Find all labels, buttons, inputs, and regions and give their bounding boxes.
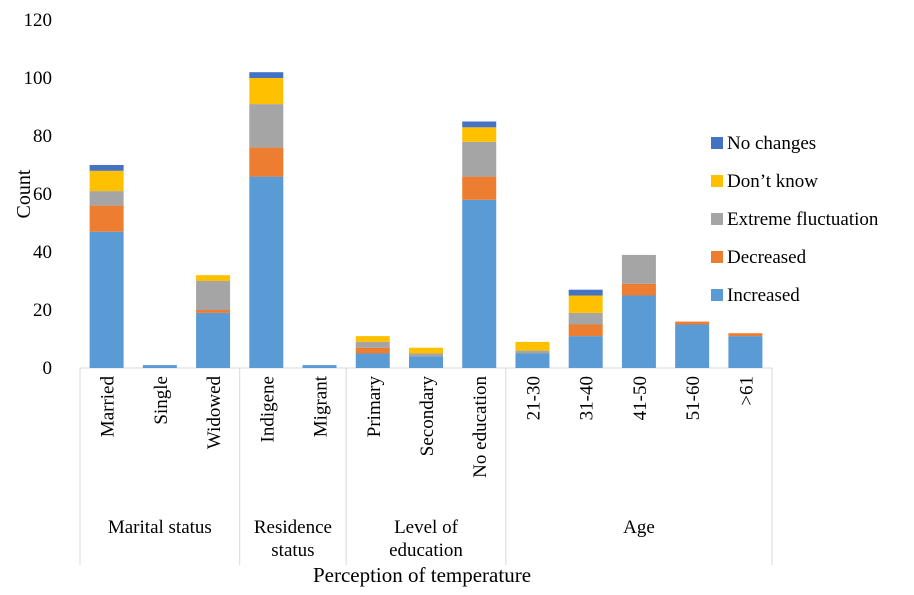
y-tick-label: 100 <box>24 68 53 89</box>
bar-segment <box>515 341 550 351</box>
bar-segment <box>462 176 497 200</box>
y-axis-title: Count <box>13 169 35 218</box>
x-axis-title: Perception of temperature <box>313 563 531 587</box>
y-tick-label: 20 <box>33 300 52 321</box>
bar-segment <box>89 205 124 232</box>
bar-segment <box>142 365 177 368</box>
x-tick-label: 21-30 <box>523 376 544 420</box>
bar-segment <box>675 321 710 325</box>
bar-segment <box>621 283 656 296</box>
legend-label: Increased <box>727 285 800 306</box>
legend-swatch <box>711 251 723 263</box>
legend: No changes Don’t know Extreme fluctuation D… <box>711 133 879 306</box>
x-tick-label: Primary <box>364 376 385 438</box>
category-group-label: Age <box>623 517 655 538</box>
bar-segment <box>462 141 497 177</box>
bar-segment <box>621 295 656 368</box>
bar-segment <box>249 176 284 368</box>
bar-segment <box>196 281 231 310</box>
bars-layer <box>89 72 763 368</box>
legend-swatch <box>711 289 723 301</box>
bar-segment <box>355 353 390 368</box>
bar-segment <box>409 353 443 357</box>
bar-segment <box>728 333 763 337</box>
x-tick-label: 51-60 <box>683 376 704 420</box>
legend-label: No changes <box>727 133 816 154</box>
y-tick-label: 60 <box>33 184 52 205</box>
bar-segment <box>302 365 337 368</box>
bar-segment <box>355 341 390 348</box>
x-tick-label: Migrant <box>311 375 332 437</box>
bar-segment <box>462 127 497 142</box>
bar-segment <box>196 275 231 281</box>
bar-segment <box>462 121 497 128</box>
y-tick-label: 40 <box>33 242 52 263</box>
bar-segment <box>89 231 124 368</box>
x-tick-label: 31-40 <box>577 376 598 420</box>
bar-segment <box>515 353 550 368</box>
bar-segment <box>89 191 124 206</box>
bar-segment <box>89 170 124 192</box>
bar-segment <box>409 347 443 354</box>
bar-segment <box>568 336 603 368</box>
bar-segment <box>89 165 124 171</box>
bar-segment <box>355 347 390 354</box>
bar-segment <box>568 289 603 296</box>
bar-segment <box>249 78 284 105</box>
y-tick-label: 120 <box>24 10 53 31</box>
bar-segment <box>568 295 603 313</box>
x-tick-label: 41-50 <box>630 376 651 420</box>
bar-segment <box>675 324 710 368</box>
y-tick-label: 0 <box>43 358 53 379</box>
bar-segment <box>728 336 763 368</box>
bar-segment <box>568 312 603 325</box>
bar-segment <box>196 312 231 368</box>
legend-label: Decreased <box>727 247 807 268</box>
legend-swatch <box>711 213 723 225</box>
bar-segment <box>249 72 284 78</box>
x-tick-label: Married <box>98 376 119 438</box>
bar-segment <box>568 324 603 337</box>
legend-swatch <box>711 175 723 187</box>
x-tick-label: Secondary <box>417 376 438 457</box>
bar-segment <box>196 310 231 313</box>
legend-label: Extreme fluctuation <box>727 209 879 230</box>
legend-label: Don’t know <box>727 171 818 192</box>
legend-swatch <box>711 137 723 149</box>
x-tick-label: Indigene <box>257 376 278 442</box>
bar-segment <box>249 147 284 177</box>
category-group-label: Level of education <box>389 517 463 561</box>
bar-segment <box>621 254 656 284</box>
bar-segment <box>409 356 443 368</box>
labels-layer: 0 20 40 60 80 100 120 Married Single Widowed Indig… <box>24 10 758 561</box>
x-tick-label: Single <box>151 376 172 425</box>
bar-segment <box>515 350 550 354</box>
category-group-label: Marital status <box>108 517 212 538</box>
x-tick-label: No education <box>470 376 491 478</box>
bar-segment <box>355 336 390 342</box>
y-tick-label: 80 <box>33 126 52 147</box>
category-group-label: Residence status <box>254 517 332 561</box>
bar-segment <box>249 104 284 148</box>
bar-segment <box>462 199 497 368</box>
x-tick-label: >61 <box>736 376 757 406</box>
x-tick-label: Widowed <box>204 376 225 450</box>
